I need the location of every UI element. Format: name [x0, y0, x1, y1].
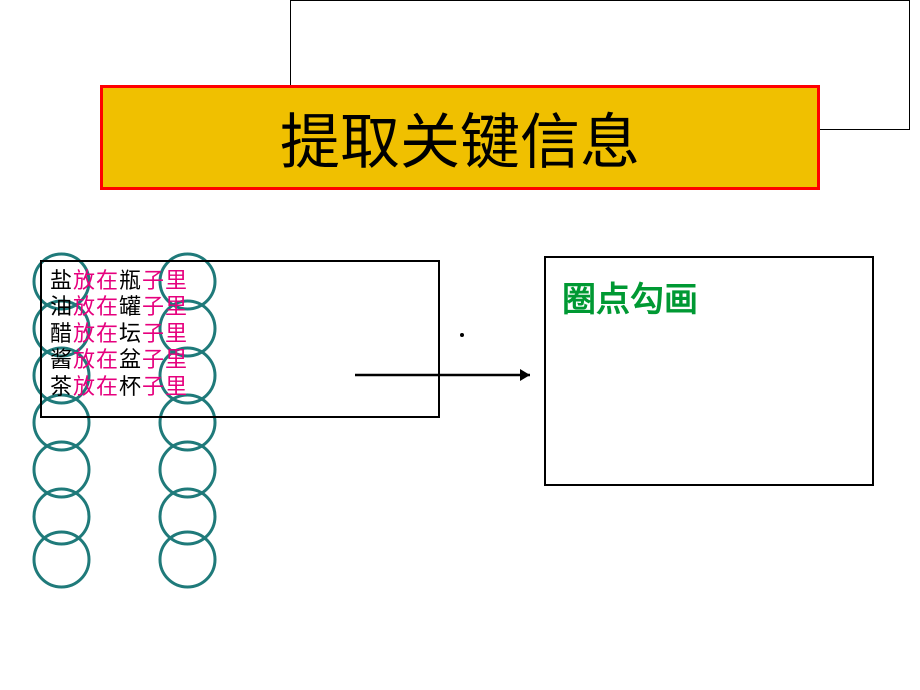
list-line: 茶放在杯子里 [50, 374, 430, 400]
list-container: 盐放在瓶子里油放在罐子里醋放在坛子里酱放在盆子里茶放在杯子里 [50, 268, 430, 400]
arrow-head [520, 369, 530, 381]
title-box: 提取关键信息 [100, 85, 820, 190]
left-box: 盐放在瓶子里油放在罐子里醋放在坛子里酱放在盆子里茶放在杯子里 [40, 260, 440, 418]
list-line: 酱放在盆子里 [50, 347, 430, 373]
dot-icon [460, 333, 464, 337]
list-line: 醋放在坛子里 [50, 321, 430, 347]
title-text: 提取关键信息 [280, 94, 640, 181]
circle-icon [160, 532, 215, 587]
circle-icon [160, 489, 215, 544]
right-box: 圈点勾画 [544, 256, 874, 486]
list-line: 盐放在瓶子里 [50, 268, 430, 294]
list-line: 油放在罐子里 [50, 294, 430, 320]
circle-icon [160, 442, 215, 497]
circle-icon [34, 489, 89, 544]
circle-icon [34, 532, 89, 587]
right-box-label: 圈点勾画 [562, 282, 698, 319]
circle-icon [34, 442, 89, 497]
